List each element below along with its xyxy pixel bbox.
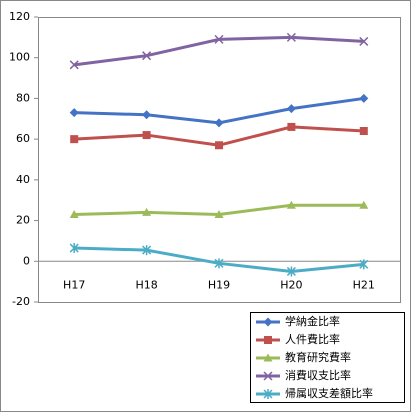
marker — [359, 200, 369, 209]
marker — [142, 110, 152, 120]
legend-label: 帰属収支差額比率 — [285, 386, 373, 400]
marker — [286, 32, 296, 42]
marker — [287, 122, 296, 131]
marker — [359, 127, 368, 135]
marker — [214, 209, 224, 218]
marker — [286, 104, 296, 114]
y-tick-label: 80 — [16, 91, 30, 104]
x-tick-label: H21 — [353, 278, 375, 291]
marker — [142, 207, 152, 216]
legend-label: 学納金比率 — [285, 314, 340, 328]
y-tick-label: 60 — [16, 132, 30, 145]
marker — [142, 51, 152, 61]
marker — [214, 258, 224, 269]
marker — [263, 317, 273, 327]
y-tick-label: 0 — [23, 254, 30, 267]
y-tick-label: 40 — [16, 173, 30, 186]
marker — [214, 118, 224, 128]
marker — [142, 131, 151, 140]
marker — [69, 243, 79, 254]
marker — [359, 36, 369, 46]
marker — [142, 245, 152, 256]
x-tick-label: H17 — [63, 278, 85, 291]
marker — [359, 93, 369, 103]
marker — [214, 34, 224, 44]
marker — [359, 259, 369, 270]
marker — [69, 60, 79, 70]
y-tick-label: 100 — [9, 51, 30, 64]
marker — [263, 389, 273, 399]
y-tick-label: 20 — [16, 214, 30, 227]
marker — [263, 371, 273, 381]
x-tick-label: H19 — [208, 278, 230, 291]
legend-label: 人件費比率 — [285, 332, 340, 346]
marker — [264, 336, 272, 344]
x-tick-label: H20 — [280, 278, 302, 291]
x-tick-label: H18 — [135, 278, 157, 291]
plot-frame — [38, 17, 401, 303]
y-tick-label: -20 — [12, 295, 30, 308]
legend-label: 教育研究費率 — [285, 350, 351, 364]
marker — [263, 353, 273, 362]
marker — [69, 209, 79, 218]
marker — [69, 108, 79, 118]
marker — [286, 200, 296, 209]
legend-label: 消費収支比率 — [285, 368, 351, 382]
marker — [70, 135, 79, 144]
marker — [286, 266, 296, 277]
y-tick-label: 120 — [9, 10, 30, 23]
marker — [215, 141, 223, 150]
